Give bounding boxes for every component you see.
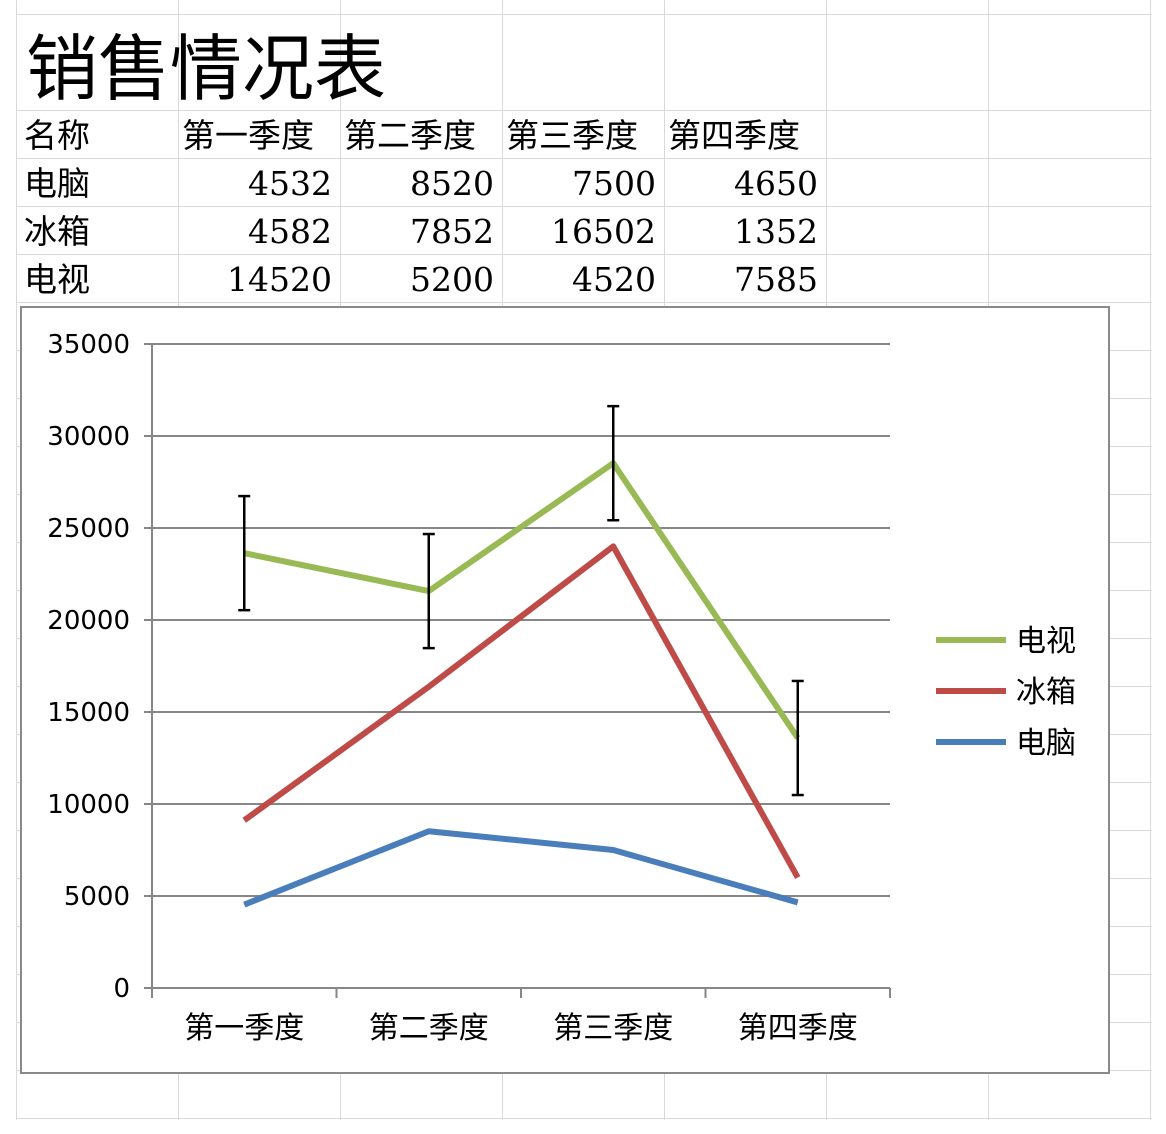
y-tick-label: 30000 [47, 422, 130, 452]
header-cell-q1[interactable]: 第一季度 [182, 116, 314, 155]
table-cell[interactable]: 4650 [734, 164, 818, 203]
y-tick-label: 5000 [64, 882, 130, 912]
y-tick-label: 15000 [47, 698, 130, 728]
y-tick-label: 25000 [47, 514, 130, 544]
series-line [242, 543, 801, 880]
line-chart[interactable]: 35000 30000 25000 20000 15000 10000 5000 0 第一季度 第… [20, 306, 1110, 1074]
table-cell[interactable]: 8520 [410, 164, 494, 203]
x-tick-label: 第四季度 [738, 1011, 858, 1046]
x-tick-label: 第一季度 [184, 1011, 304, 1046]
row-label-fridge[interactable]: 冰箱 [24, 212, 90, 251]
row-label-tv[interactable]: 电视 [24, 260, 90, 299]
table-cell[interactable]: 7500 [572, 164, 656, 203]
x-tick-label: 第二季度 [369, 1011, 489, 1046]
table-cell[interactable]: 4582 [248, 212, 332, 251]
header-cell-q4[interactable]: 第四季度 [668, 116, 800, 155]
table-cell[interactable]: 7852 [410, 212, 494, 251]
legend-label: 冰箱 [1016, 675, 1076, 710]
table-cell[interactable]: 5200 [410, 260, 494, 299]
header-cell-q2[interactable]: 第二季度 [344, 116, 476, 155]
header-cell-q3[interactable]: 第三季度 [506, 116, 638, 155]
series-line [243, 460, 801, 740]
y-tick-label: 10000 [47, 790, 130, 820]
row-label-computer[interactable]: 电脑 [24, 164, 90, 203]
sheet-title[interactable]: 销售情况表 [26, 27, 387, 111]
table-cell[interactable]: 14520 [227, 260, 332, 299]
y-tick-label: 20000 [47, 606, 130, 636]
header-cell-name[interactable]: 名称 [24, 116, 90, 155]
x-tick-label: 第三季度 [553, 1011, 673, 1046]
y-tick-label: 0 [113, 974, 130, 1004]
table-cell[interactable]: 16502 [551, 212, 656, 251]
chart-canvas: 35000 30000 25000 20000 15000 10000 5000 0 第一季度 第… [47, 330, 1076, 1046]
series-line [243, 828, 799, 908]
y-tick-label: 35000 [47, 330, 130, 360]
legend-label: 电脑 [1016, 726, 1076, 761]
legend-label: 电视 [1016, 624, 1076, 659]
table-cell[interactable]: 4520 [572, 260, 656, 299]
table-cell[interactable]: 4532 [248, 164, 332, 203]
table-cell[interactable]: 1352 [734, 212, 818, 251]
table-cell[interactable]: 7585 [734, 260, 818, 299]
